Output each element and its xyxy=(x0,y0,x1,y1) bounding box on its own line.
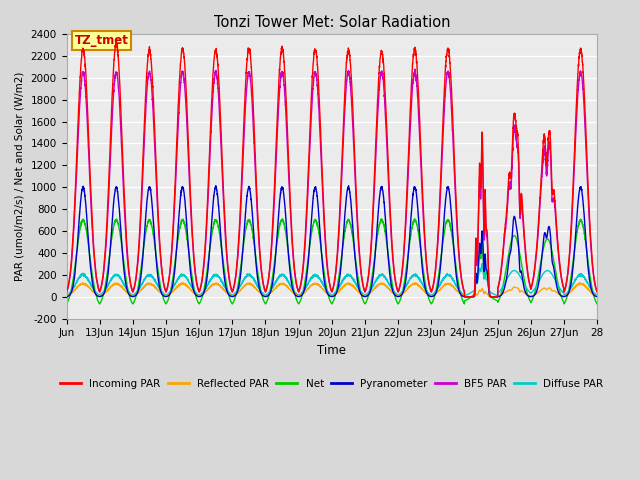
X-axis label: Time: Time xyxy=(317,344,346,357)
Text: TZ_tmet: TZ_tmet xyxy=(74,34,129,47)
Y-axis label: PAR (umol/m2/s) / Net and Solar (W/m2): PAR (umol/m2/s) / Net and Solar (W/m2) xyxy=(15,72,25,281)
Legend: Incoming PAR, Reflected PAR, Net, Pyranometer, BF5 PAR, Diffuse PAR: Incoming PAR, Reflected PAR, Net, Pyrano… xyxy=(56,375,608,393)
Title: Tonzi Tower Met: Solar Radiation: Tonzi Tower Met: Solar Radiation xyxy=(214,15,450,30)
